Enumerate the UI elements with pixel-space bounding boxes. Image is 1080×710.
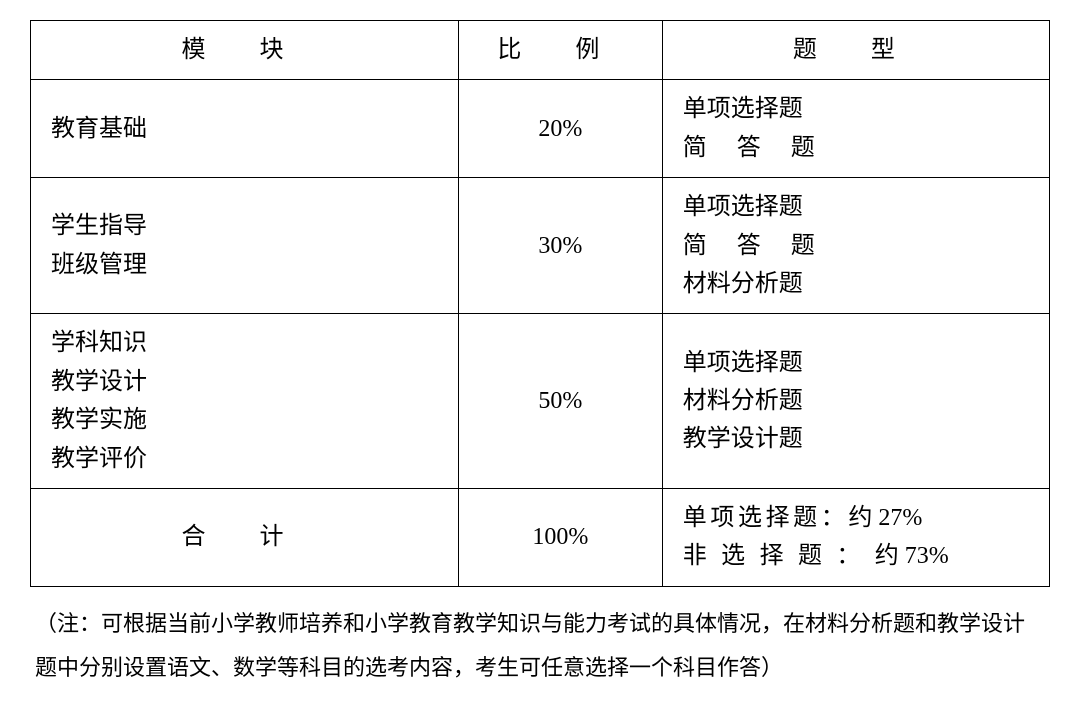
ratio-cell: 30% [458, 178, 662, 314]
footnote: （注：可根据当前小学教师培养和小学教育教学知识与能力考试的具体情况，在材料分析题… [30, 602, 1050, 690]
summary-value: 约 27% [848, 499, 922, 537]
module-cell: 学生指导 班级管理 [31, 178, 459, 314]
module-cell: 学科知识 教学设计 教学实施 教学评价 [31, 314, 459, 489]
summary-value: 约 73% [875, 537, 949, 575]
total-label: 合 计 [31, 488, 459, 586]
type-cell: 单项选择题 简 答 题 [662, 80, 1049, 178]
header-module: 模 块 [31, 21, 459, 80]
total-ratio: 100% [458, 488, 662, 586]
module-cell: 教育基础 [31, 80, 459, 178]
ratio-cell: 50% [458, 314, 662, 489]
type-cell: 单项选择题 材料分析题 教学设计题 [662, 314, 1049, 489]
exam-structure-table: 模 块 比 例 题 型 教育基础 20% 单项选择题 简 答 题 学生指导 班级… [30, 20, 1050, 587]
type-item: 教学设计题 [683, 420, 1031, 458]
table-total-row: 合 计 100% 单项选择题： 约 27% 非选择题： 约 73% [31, 488, 1050, 586]
type-item: 单项选择题 [683, 188, 1031, 226]
ratio-cell: 20% [458, 80, 662, 178]
type-item: 单项选择题 [683, 344, 1031, 382]
header-ratio: 比 例 [458, 21, 662, 80]
table-row: 学科知识 教学设计 教学实施 教学评价 50% 单项选择题 材料分析题 教学设计… [31, 314, 1050, 489]
table-header-row: 模 块 比 例 题 型 [31, 21, 1050, 80]
type-cell: 单项选择题 简 答 题 材料分析题 [662, 178, 1049, 314]
type-item: 简 答 题 [683, 227, 1031, 265]
summary-label: 非选择题： [683, 537, 875, 575]
header-type: 题 型 [662, 21, 1049, 80]
type-item: 材料分析题 [683, 382, 1031, 420]
summary-line: 单项选择题： 约 27% [683, 499, 1031, 537]
summary-label: 单项选择题： [683, 499, 849, 537]
type-item: 简 答 题 [683, 129, 1031, 167]
table-row: 学生指导 班级管理 30% 单项选择题 简 答 题 材料分析题 [31, 178, 1050, 314]
table-body: 教育基础 20% 单项选择题 简 答 题 学生指导 班级管理 30% 单项选择题… [31, 80, 1050, 586]
type-item: 材料分析题 [683, 265, 1031, 303]
table-row: 教育基础 20% 单项选择题 简 答 题 [31, 80, 1050, 178]
total-summary: 单项选择题： 约 27% 非选择题： 约 73% [662, 488, 1049, 586]
type-item: 单项选择题 [683, 90, 1031, 128]
summary-line: 非选择题： 约 73% [683, 537, 1031, 575]
